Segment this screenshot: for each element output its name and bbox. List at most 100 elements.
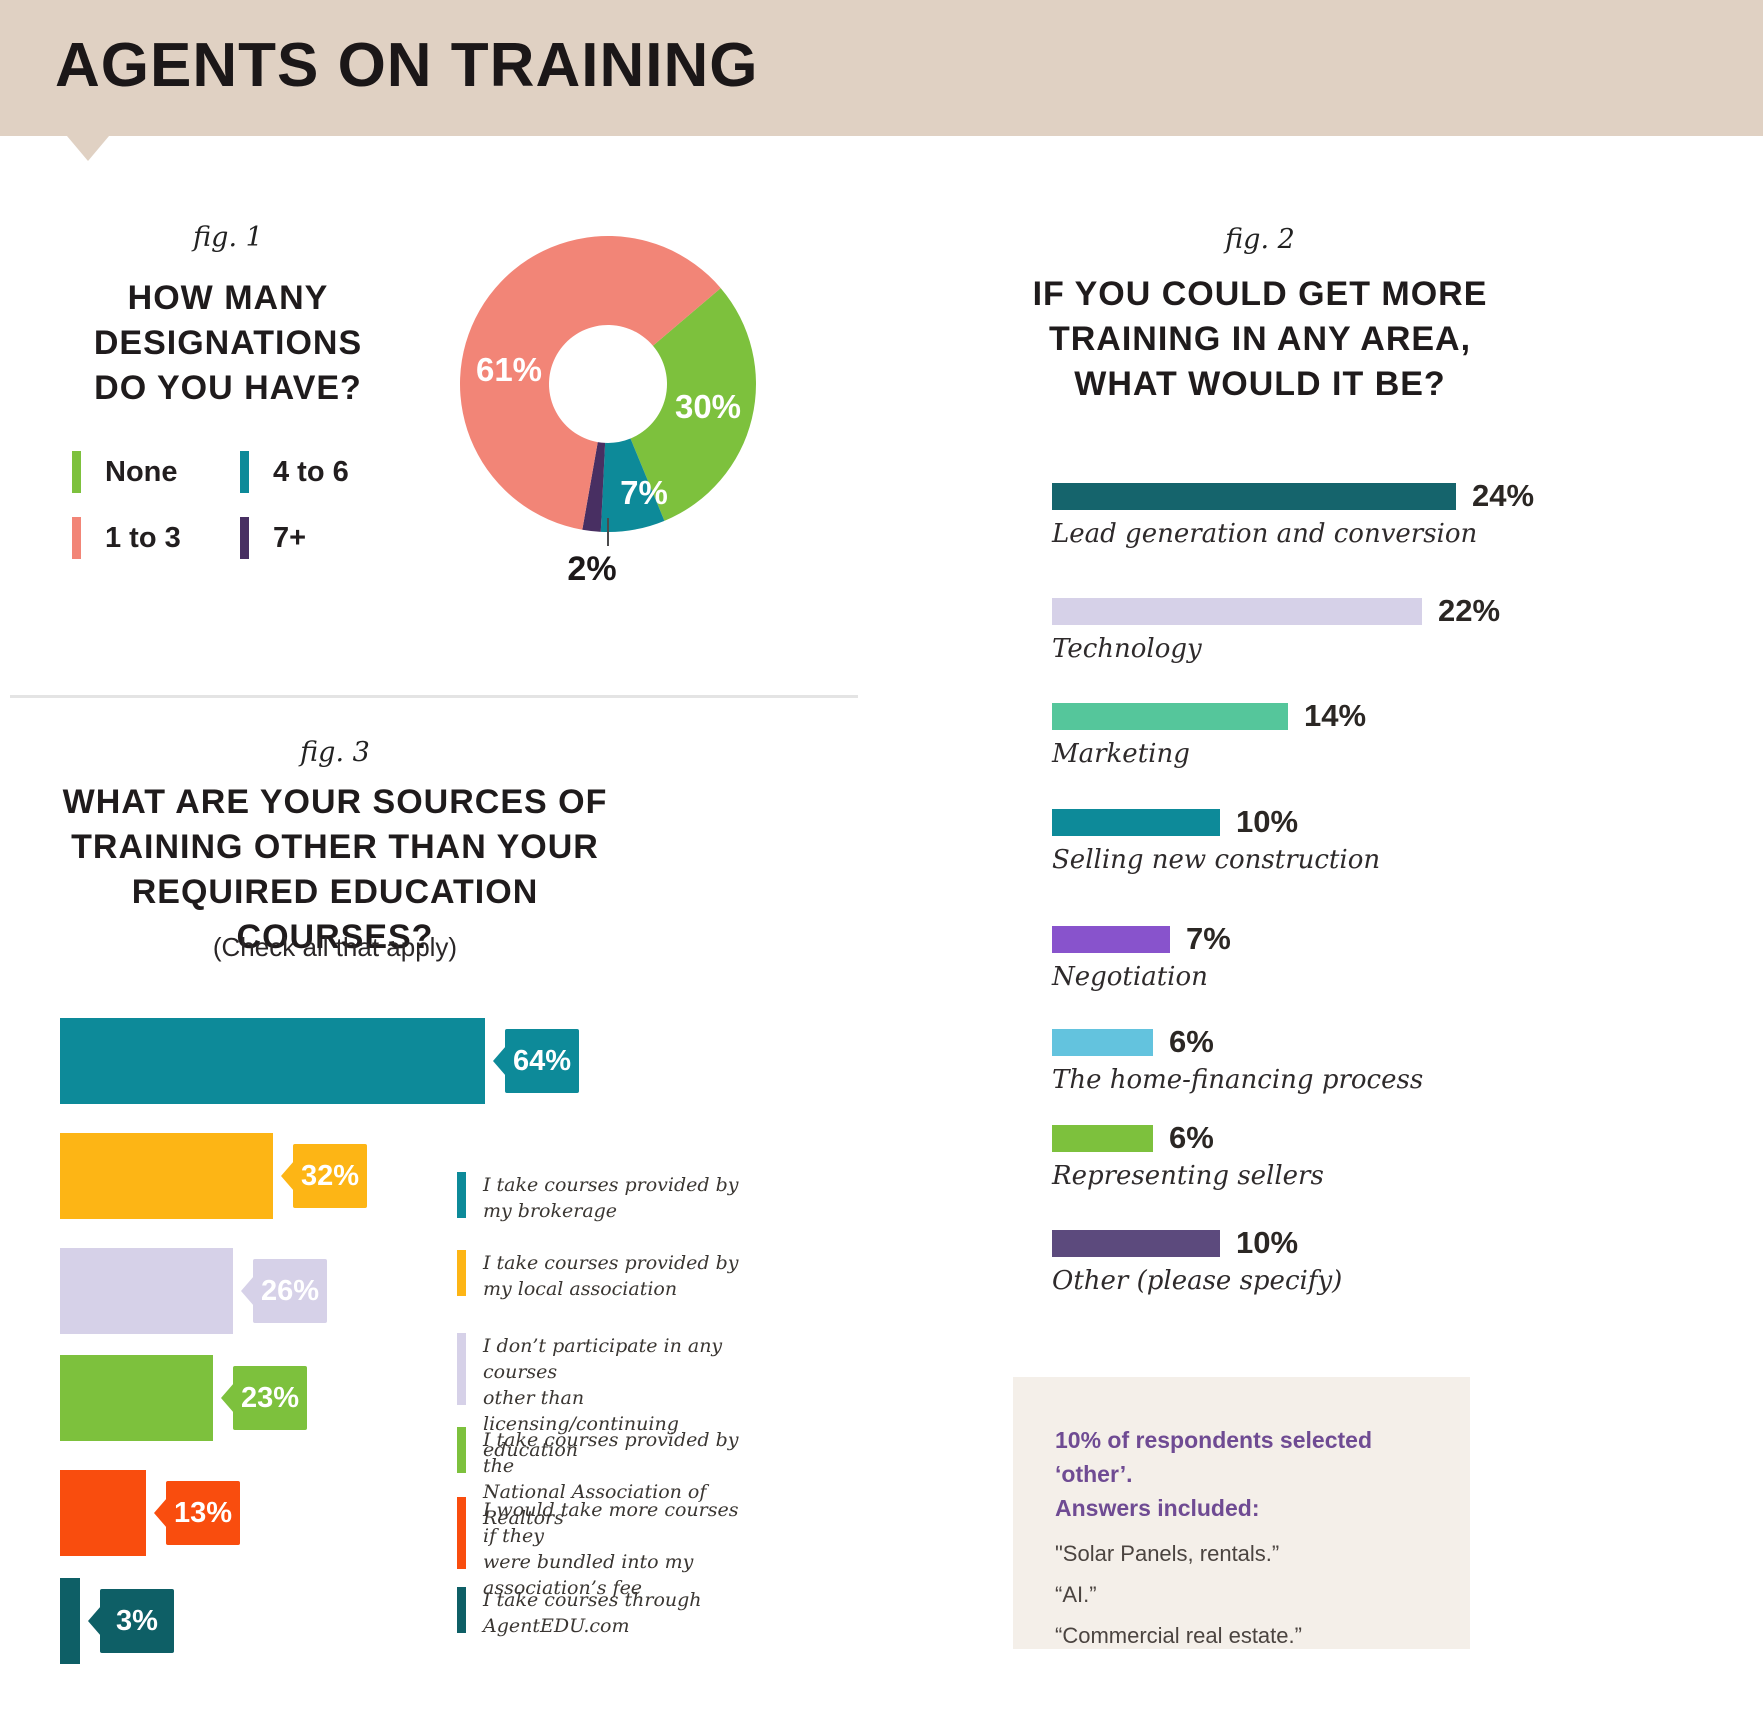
fig3-value-tag: 32% xyxy=(281,1144,367,1208)
legend-label: I take courses through AgentEDU.com xyxy=(483,1589,702,1637)
fig2-bar-row: 10% Selling new construction xyxy=(1052,804,1732,879)
other-answers-note-box: 10% of respondents selected ‘other’. Ans… xyxy=(1013,1377,1470,1649)
fig2-bar xyxy=(1052,598,1422,625)
fig3-tag-notch xyxy=(493,1046,506,1076)
fig3-bar-value: 32% xyxy=(300,1159,360,1192)
legend-label: I take courses provided by the National … xyxy=(483,1429,739,1529)
fig2-bar xyxy=(1052,809,1220,836)
fig2-bar-category: Marketing xyxy=(1052,739,1190,769)
fig3-value-tag: 3% xyxy=(88,1589,174,1653)
fig2-bar-value: 14% xyxy=(1304,698,1367,733)
fig2-caption: fig. 2 xyxy=(1225,224,1295,255)
fig3-legend-item: I take courses provided by my local asso… xyxy=(457,1250,739,1302)
fig2-bar-row: 7% Negotiation xyxy=(1052,921,1732,996)
fig3-legend-item: I don’t participate in any courses other… xyxy=(457,1333,757,1463)
fig3-value-tag: 13% xyxy=(154,1481,240,1545)
fig3-tag-notch xyxy=(281,1161,294,1191)
fig2-bar-value: 22% xyxy=(1438,593,1501,628)
fig1-title: HOW MANY DESIGNATIONS DO YOU HAVE? xyxy=(93,279,363,407)
fig1-legend-item: 4 to 6 xyxy=(240,451,349,493)
legend-label: 1 to 3 xyxy=(105,522,181,554)
fig3-bar-value: 64% xyxy=(512,1044,572,1077)
fig3-bar-value: 26% xyxy=(260,1274,320,1307)
fig2-bar-category: Negotiation xyxy=(1052,962,1208,992)
fig1-legend-item: 7+ xyxy=(240,517,306,559)
fig3-subtitle: (Check all that apply) xyxy=(212,932,458,962)
fig2-bar-row: 24% Lead generation and conversion xyxy=(1052,478,1732,553)
fig3-bar-value: 3% xyxy=(116,1604,158,1637)
section-divider xyxy=(10,695,858,698)
fig3-bar-value: 13% xyxy=(173,1496,233,1529)
training-sources-legend: I take courses provided by my brokerage I… xyxy=(457,1172,757,1692)
fig1-legend-item: None xyxy=(72,451,178,493)
donut-leader-line xyxy=(607,518,609,546)
legend-tick xyxy=(457,1427,466,1473)
legend-label: I take courses provided by my local asso… xyxy=(483,1252,739,1300)
legend-tick xyxy=(457,1333,466,1405)
note-box-heading: 10% of respondents selected ‘other’. Ans… xyxy=(1055,1427,1372,1521)
fig2-bar-value: 6% xyxy=(1169,1024,1214,1059)
fig3-bar-row: 3% xyxy=(60,1578,740,1664)
fig2-bar-value: 10% xyxy=(1236,804,1299,839)
note-box-answer: "Solar Panels, rentals.” xyxy=(1055,1541,1280,1566)
fig3-bar-row: 13% xyxy=(60,1470,740,1556)
fig2-bar-row: 6% The home-financing process xyxy=(1052,1024,1732,1099)
fig3-legend-item: I take courses through AgentEDU.com xyxy=(457,1587,702,1639)
donut-slice-label: 61% xyxy=(475,351,543,388)
note-box-answer: “AI.” xyxy=(1055,1582,1097,1607)
donut-slice-label: 7% xyxy=(620,474,668,511)
fig3-value-tag: 23% xyxy=(221,1366,307,1430)
fig2-bar xyxy=(1052,483,1456,510)
fig3-bar xyxy=(60,1133,273,1219)
legend-tick xyxy=(72,451,81,493)
fig1-caption: fig. 1 xyxy=(193,222,263,253)
donut-slice-label: 30% xyxy=(674,388,742,425)
training-areas-bar-chart: 24% Lead generation and conversion 22% Tech… xyxy=(1052,478,1732,1313)
designations-donut-chart: 2% 30% 7% 61% xyxy=(459,235,756,588)
fig1-legend: None 1 to 3 4 to 6 7+ xyxy=(72,451,402,566)
fig3-bar xyxy=(60,1355,213,1441)
fig3-tag-notch xyxy=(221,1383,234,1413)
fig2-bar xyxy=(1052,926,1170,953)
fig2-bar-row: 14% Marketing xyxy=(1052,698,1732,773)
fig2-bar-row: 10% Other (please specify) xyxy=(1052,1225,1732,1300)
fig2-bar-row: 22% Technology xyxy=(1052,593,1732,668)
legend-label: I take courses provided by my brokerage xyxy=(483,1174,739,1222)
donut-slice-4-to-6 xyxy=(600,438,665,532)
fig3-tag-notch xyxy=(88,1606,101,1636)
fig1-legend-item: 1 to 3 xyxy=(72,517,181,559)
fig2-bar-value: 6% xyxy=(1169,1120,1214,1155)
fig2-bar-value: 7% xyxy=(1186,921,1231,956)
fig3-legend-item: I would take more courses if they were b… xyxy=(457,1497,757,1601)
donut-slice-7- xyxy=(582,442,606,532)
fig2-bar-value: 10% xyxy=(1236,1225,1299,1260)
fig2-bar-category: The home-financing process xyxy=(1052,1065,1424,1095)
fig3-bar-row: 23% xyxy=(60,1355,740,1441)
legend-label: None xyxy=(105,456,178,488)
fig3-value-tag: 64% xyxy=(493,1029,579,1093)
header-band: AGENTS ON TRAINING xyxy=(0,0,1763,136)
fig2-bar xyxy=(1052,1230,1220,1257)
fig2-title: IF YOU COULD GET MORE TRAINING IN ANY AR… xyxy=(1032,275,1488,403)
fig3-bar xyxy=(60,1248,233,1334)
fig2-bar-category: Representing sellers xyxy=(1052,1161,1324,1191)
fig2-bar-value: 24% xyxy=(1472,478,1535,513)
legend-tick xyxy=(457,1172,466,1218)
donut-outside-label: 2% xyxy=(567,550,617,588)
fig3-value-tag: 26% xyxy=(241,1259,327,1323)
fig3-bar-row: 64% xyxy=(60,1018,740,1104)
fig2-bar xyxy=(1052,1029,1153,1056)
donut-svg xyxy=(459,235,756,532)
note-box-answer: “Commercial real estate.” xyxy=(1055,1623,1302,1648)
fig2-bar-category: Selling new construction xyxy=(1052,845,1381,875)
fig3-bar-value: 23% xyxy=(240,1381,300,1414)
fig2-bar xyxy=(1052,1125,1153,1152)
legend-tick xyxy=(240,517,249,559)
fig2-bar-row: 6% Representing sellers xyxy=(1052,1120,1732,1195)
fig3-title: WHAT ARE YOUR SOURCES OF TRAINING OTHER … xyxy=(62,783,608,956)
legend-tick xyxy=(457,1497,466,1569)
legend-label: I don’t participate in any courses other… xyxy=(483,1335,723,1461)
fig2-bar xyxy=(1052,703,1288,730)
fig3-legend-item: I take courses provided by my brokerage xyxy=(457,1172,739,1224)
donut-slice-1-to-3 xyxy=(459,235,721,530)
